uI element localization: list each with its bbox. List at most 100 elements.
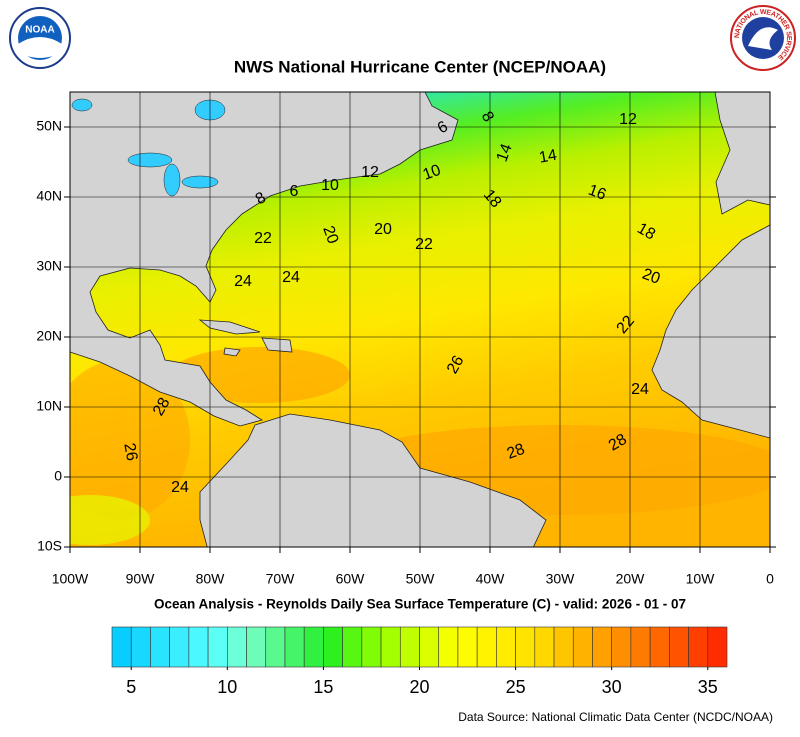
colorbar-cell xyxy=(476,626,497,668)
contour-label: 6 xyxy=(290,183,299,200)
contour-label: 20 xyxy=(640,266,663,288)
colorbar-cell xyxy=(534,626,555,668)
x-tick-label: 100W xyxy=(52,571,89,587)
colorbar-cell xyxy=(419,626,440,668)
europe xyxy=(714,92,770,215)
colorbar-cell xyxy=(342,626,363,668)
axes: 100W 90W 80W 70W 60W 50W 40W 30W 20W 10W 0 10S 0 10N 2… xyxy=(36,118,776,587)
colorbar-label: 20 xyxy=(409,677,429,697)
colorbar-cell xyxy=(630,626,651,668)
lake xyxy=(127,152,173,168)
colorbar-cell xyxy=(227,626,247,668)
contour-label: 16 xyxy=(586,182,609,204)
contour-label: 10 xyxy=(421,162,444,184)
lake xyxy=(71,98,93,112)
colorbar-label: 25 xyxy=(506,677,526,697)
jamaica xyxy=(223,347,241,357)
x-tick-label: 10W xyxy=(686,571,716,587)
x-tick-label: 40W xyxy=(476,571,506,587)
contour-label: 20 xyxy=(374,221,392,238)
contour-label: 26 xyxy=(120,442,140,463)
y-tick-label: 50N xyxy=(36,118,62,134)
x-tick-label: 80W xyxy=(196,571,226,587)
colorbar-cell xyxy=(284,626,305,668)
africa xyxy=(651,224,770,439)
x-tick-label: 60W xyxy=(336,571,366,587)
colorbar-cell xyxy=(380,626,401,668)
colorbar: 5 10 15 20 25 30 35 xyxy=(111,626,728,697)
x-tick-label: 70W xyxy=(266,571,296,587)
contour-label: 26 xyxy=(444,353,468,377)
colorbar-label: 5 xyxy=(126,677,136,697)
cuba xyxy=(198,319,261,335)
colorbar-cell xyxy=(265,626,286,668)
colorbar-cell xyxy=(707,626,728,668)
x-tick-label: 50W xyxy=(406,571,436,587)
colorbar-cell xyxy=(130,626,151,668)
x-tick-label: 20W xyxy=(616,571,646,587)
subtitle: Ocean Analysis - Reynolds Daily Sea Surf… xyxy=(154,597,686,612)
colorbar-cell xyxy=(496,626,516,668)
y-tick-label: 10S xyxy=(37,538,62,554)
colorbar-cell xyxy=(111,626,132,668)
contour-label: 12 xyxy=(361,164,379,181)
colorbar-label: 35 xyxy=(698,677,718,697)
contour-label: 28 xyxy=(606,431,630,455)
colorbar-cell xyxy=(246,626,267,668)
contour-label: 14 xyxy=(494,142,516,165)
colorbar-cell xyxy=(438,626,459,668)
y-tick-label: 10N xyxy=(36,398,62,414)
contour-label: 14 xyxy=(538,147,559,167)
colorbar-cell xyxy=(361,626,382,668)
x-tick-label: 30W xyxy=(546,571,576,587)
colorbar-cell xyxy=(649,626,670,668)
contour-label: 24 xyxy=(631,381,649,398)
grid xyxy=(70,92,770,547)
colorbar-cell xyxy=(169,626,190,668)
colorbar-cell xyxy=(572,626,593,668)
colorbar-cell xyxy=(303,626,324,668)
land xyxy=(70,92,770,547)
contour-label: 24 xyxy=(171,479,189,496)
colorbar-cell xyxy=(669,626,689,668)
y-tick-label: 30N xyxy=(36,258,62,274)
data-source: Data Source: National Climatic Data Cent… xyxy=(458,710,773,724)
contour-label: 22 xyxy=(415,236,433,253)
contour-label: 28 xyxy=(505,441,528,463)
colorbar-cell xyxy=(323,626,343,668)
colorbar-cell xyxy=(207,626,228,668)
x-tick-label: 90W xyxy=(126,571,156,587)
contour-label: 28 xyxy=(150,395,174,419)
lake xyxy=(163,163,181,197)
colorbar-cell xyxy=(188,626,209,668)
colorbar-cell xyxy=(399,626,420,668)
cool-water xyxy=(70,495,150,545)
y-tick-label: 20N xyxy=(36,328,62,344)
contour-label: 18 xyxy=(634,220,658,244)
warm-water xyxy=(70,360,190,520)
contour-label: 22 xyxy=(254,230,272,247)
colorbar-label: 10 xyxy=(217,677,237,697)
colorbar-label: 30 xyxy=(602,677,622,697)
contour-label: 12 xyxy=(619,111,637,128)
y-tick-label: 0 xyxy=(54,468,62,484)
colorbar-label: 15 xyxy=(313,677,333,697)
colorbar-cell xyxy=(553,626,574,668)
colorbar-cell xyxy=(515,626,536,668)
lakes xyxy=(71,98,226,197)
hispaniola xyxy=(261,337,293,353)
colorbar-cell xyxy=(592,626,612,668)
nws-logo: NATIONAL WEATHER SERVICE xyxy=(730,5,796,71)
colorbar-cell xyxy=(457,626,478,668)
lake xyxy=(181,175,219,189)
contour-label: 10 xyxy=(321,177,339,194)
noaa-logo: NOAA xyxy=(9,7,71,69)
colorbar-cell xyxy=(150,626,170,668)
contour-label: 24 xyxy=(282,269,300,286)
colorbar-cell xyxy=(688,626,709,668)
x-tick-label: 0 xyxy=(766,571,774,587)
colorbar-cell xyxy=(611,626,632,668)
